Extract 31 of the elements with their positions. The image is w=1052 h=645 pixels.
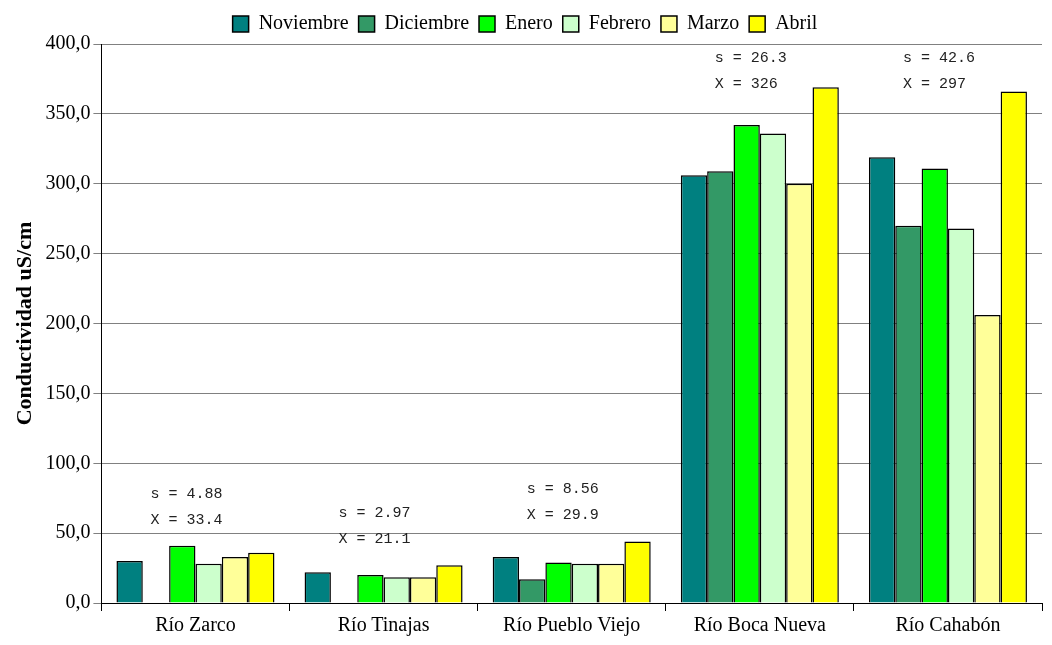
y-tick-label: 250,0 bbox=[45, 240, 91, 263]
legend-label: Febrero bbox=[588, 11, 651, 34]
y-tick-label: 400,0 bbox=[45, 31, 91, 54]
y-tick-label: 100,0 bbox=[45, 450, 91, 473]
y-tick-label: 150,0 bbox=[45, 380, 91, 403]
annotation: s = 4.88 bbox=[150, 485, 223, 503]
x-tick-label: Río Zarco bbox=[155, 613, 236, 636]
annotation: X = 326 bbox=[714, 75, 778, 93]
y-tick-label: 300,0 bbox=[45, 171, 91, 193]
annotation: s = 42.6 bbox=[902, 49, 975, 67]
annotation: X = 29.9 bbox=[526, 507, 599, 525]
x-tick-label: Río Cahabón bbox=[895, 613, 1001, 636]
y-axis-title: Conductividad uS/cm bbox=[10, 221, 36, 426]
annotation: X = 297 bbox=[902, 75, 966, 93]
y-tick-label: 200,0 bbox=[45, 310, 91, 333]
y-tick-label: 350,0 bbox=[45, 101, 91, 124]
legend-label: Diciembre bbox=[384, 11, 470, 34]
x-tick-label: Río Tinajas bbox=[337, 613, 430, 637]
x-tick-label: Río Boca Nueva bbox=[693, 613, 827, 636]
annotation: s = 26.3 bbox=[714, 49, 787, 67]
annotation: s = 2.97 bbox=[338, 505, 411, 523]
annotation: X = 21.1 bbox=[338, 531, 411, 549]
annotation: X = 33.4 bbox=[150, 511, 223, 529]
legend-label: Noviembre bbox=[258, 11, 349, 34]
y-tick-label: 0,0 bbox=[65, 590, 91, 613]
legend-label: Abril bbox=[775, 11, 818, 34]
legend-label: Enero bbox=[505, 11, 553, 34]
annotation: s = 8.56 bbox=[526, 481, 599, 499]
y-tick-label: 50,0 bbox=[55, 520, 91, 543]
x-tick-label: Río Pueblo Viejo bbox=[503, 613, 641, 637]
legend-label: Marzo bbox=[686, 11, 740, 34]
